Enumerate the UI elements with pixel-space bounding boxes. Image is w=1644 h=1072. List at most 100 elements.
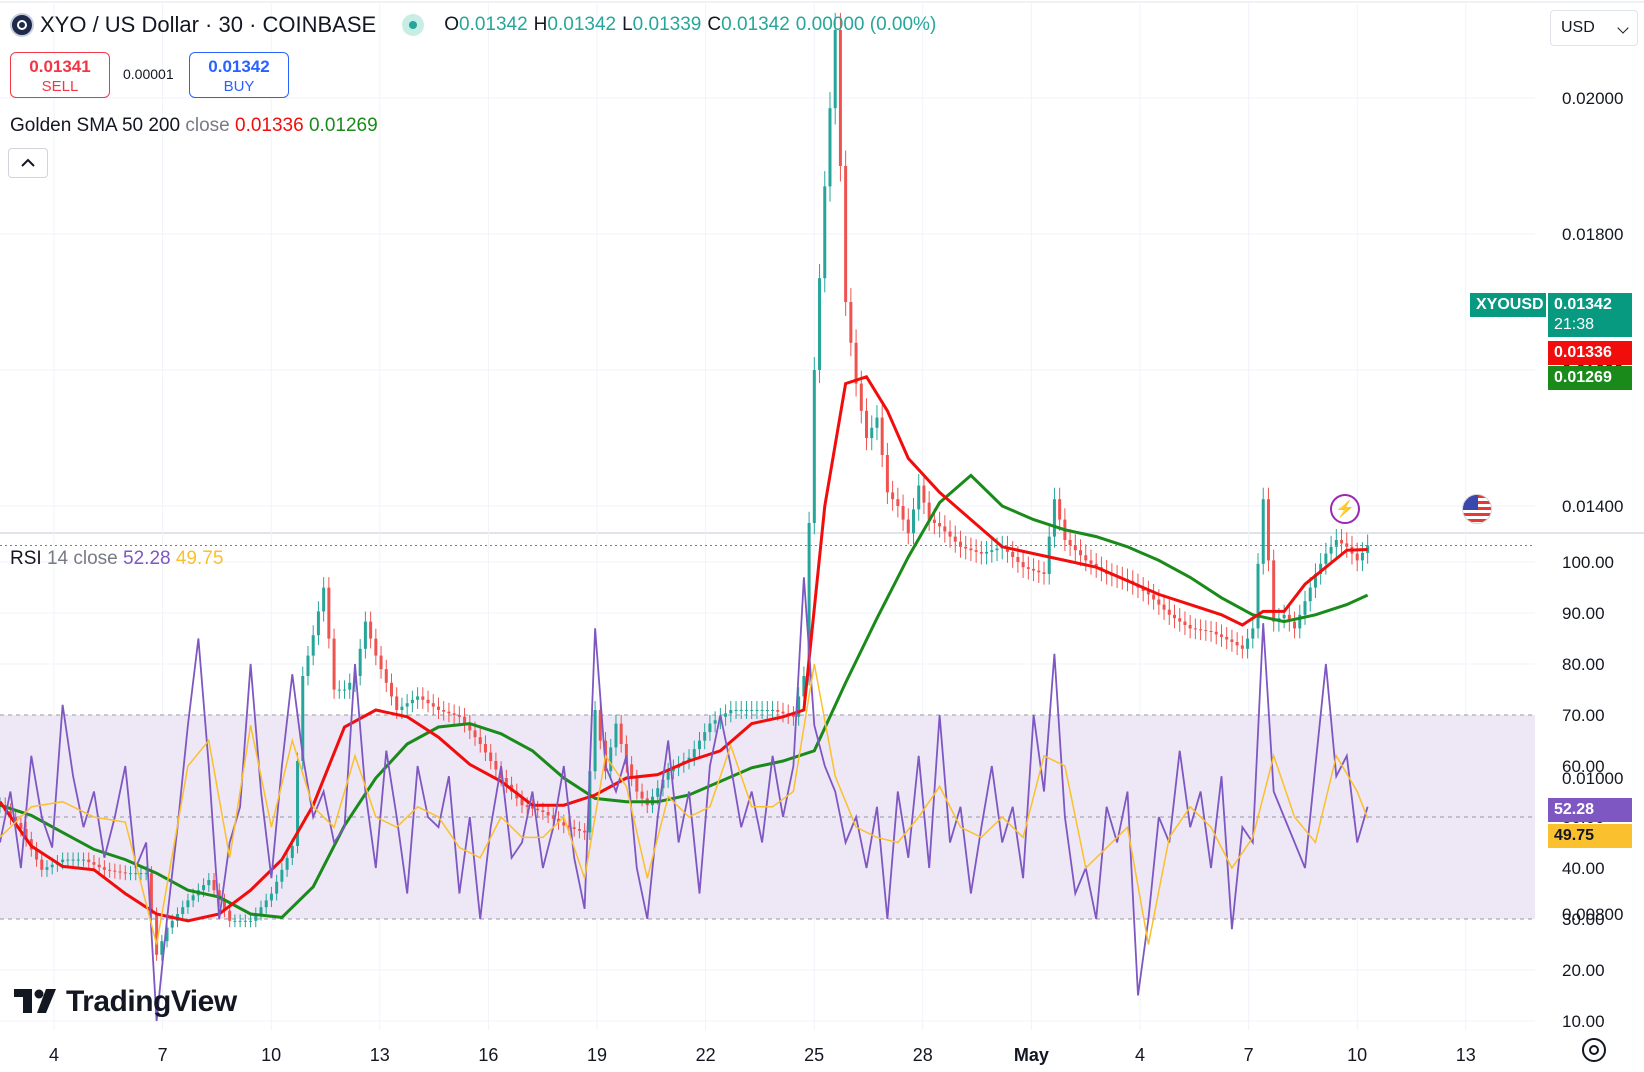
market-status-icon[interactable] — [402, 14, 425, 36]
candle-body — [776, 710, 780, 712]
candle-body — [551, 815, 555, 819]
candle-body — [838, 30, 842, 166]
collapse-legend-button[interactable] — [8, 148, 48, 178]
candle-body — [833, 30, 837, 109]
rsi-tick-label: 80.00 — [1562, 655, 1605, 674]
candle-body — [155, 914, 159, 955]
candle-body — [927, 502, 931, 520]
candle-body — [1162, 604, 1166, 610]
candle-body — [844, 166, 848, 302]
rsi-tick-label: 20.00 — [1562, 961, 1605, 980]
candle-body — [546, 812, 550, 816]
candle-body — [917, 485, 921, 510]
candle-body — [891, 492, 895, 500]
candle-body — [1266, 499, 1270, 561]
candle-body — [1032, 568, 1036, 571]
candle-body — [697, 740, 701, 750]
ohlc-open: O0.01342 — [444, 14, 528, 35]
candle-body — [1345, 543, 1349, 547]
time-tick-label: 13 — [370, 1045, 390, 1065]
candle-body — [598, 710, 602, 741]
time-tick-label: 10 — [261, 1045, 281, 1065]
rsi-tick-label: 100.00 — [1562, 553, 1614, 572]
candle-body — [525, 805, 529, 807]
rsi-line — [0, 577, 1369, 1022]
rsi-ma-line — [0, 663, 1369, 945]
symbol-title[interactable]: XYO / US Dollar · 30 · COINBASE — [40, 12, 377, 37]
candle-body — [332, 638, 336, 690]
candle-body — [1146, 591, 1150, 595]
time-tick-label: 7 — [158, 1045, 168, 1065]
sell-price: 0.01341 — [29, 57, 91, 76]
tradingview-wordmark: TradingView — [66, 985, 237, 1018]
candle-body — [1340, 540, 1344, 544]
sma-legend[interactable]: Golden SMA 50 200 close 0.01336 0.01269 — [10, 115, 378, 137]
settings-icon[interactable] — [1582, 1038, 1606, 1062]
candle-body — [729, 710, 733, 714]
buy-button[interactable]: 0.01342 BUY — [189, 52, 289, 98]
candle-body — [1141, 587, 1145, 591]
time-tick-label: May — [1014, 1045, 1049, 1065]
us-flag-icon[interactable] — [1462, 494, 1492, 524]
tradingview-logo[interactable]: TradingView — [14, 985, 237, 1019]
candle-body — [896, 499, 900, 506]
candle-body — [943, 526, 947, 532]
rsi-legend[interactable]: RSI 14 close 52.28 49.75 — [10, 548, 223, 570]
candle-body — [1068, 540, 1072, 546]
spread-value: 0.00001 — [123, 66, 174, 82]
candle-body — [134, 873, 138, 875]
candle-body — [358, 648, 362, 676]
candle-body — [489, 752, 493, 761]
candle-body — [363, 621, 367, 649]
currency-select[interactable]: USD — [1550, 10, 1638, 46]
candle-body — [426, 699, 430, 704]
candle-body — [1094, 563, 1098, 568]
candle-body — [243, 920, 247, 922]
candle-body — [765, 710, 769, 711]
candle-body — [280, 869, 284, 882]
candle-body — [463, 716, 467, 724]
candle-body — [724, 713, 728, 717]
candle-body — [734, 710, 738, 711]
rsi-ma-value: 49.75 — [175, 548, 224, 569]
candle-body — [202, 885, 206, 891]
candle-body — [129, 873, 132, 875]
candle-body — [536, 808, 540, 811]
candle-body — [1037, 570, 1041, 573]
candle-body — [233, 920, 237, 922]
sma50-value: 0.01336 — [235, 115, 304, 136]
rsi-tick-label: 10.00 — [1562, 1012, 1605, 1031]
candle-body — [557, 818, 561, 823]
candle-body — [624, 744, 628, 765]
candle-body — [207, 880, 211, 886]
candle-body — [593, 710, 597, 772]
candle-body — [431, 703, 435, 707]
candle-body — [823, 186, 827, 279]
candle-body — [473, 730, 477, 738]
candle-body — [1303, 601, 1307, 615]
candle-body — [1246, 638, 1250, 649]
price-tick-label: 0.01800 — [1562, 225, 1623, 244]
candle-body — [170, 920, 174, 928]
candle-body — [149, 873, 153, 914]
candle-body — [87, 859, 91, 863]
candle-body — [1058, 499, 1062, 520]
candle-body — [1183, 621, 1187, 625]
candle-body — [656, 788, 660, 797]
time-tick-label: 13 — [1456, 1045, 1476, 1065]
price-tick-label: 0.01000 — [1562, 769, 1623, 788]
sell-button[interactable]: 0.01341 SELL — [10, 52, 110, 98]
lightning-icon[interactable]: ⚡ — [1330, 494, 1360, 524]
candle-body — [384, 669, 388, 683]
candle-body — [311, 635, 315, 656]
candle-body — [1079, 550, 1083, 556]
candle-body — [113, 870, 117, 872]
sma200-value: 0.01269 — [308, 115, 378, 136]
time-tick-label: 22 — [696, 1045, 716, 1065]
candle-body — [666, 771, 670, 780]
candle-body — [906, 519, 910, 534]
price-tick-label: 0.02000 — [1562, 89, 1623, 108]
ohlc-high: H0.01342 — [533, 14, 617, 35]
candle-body — [71, 859, 75, 861]
